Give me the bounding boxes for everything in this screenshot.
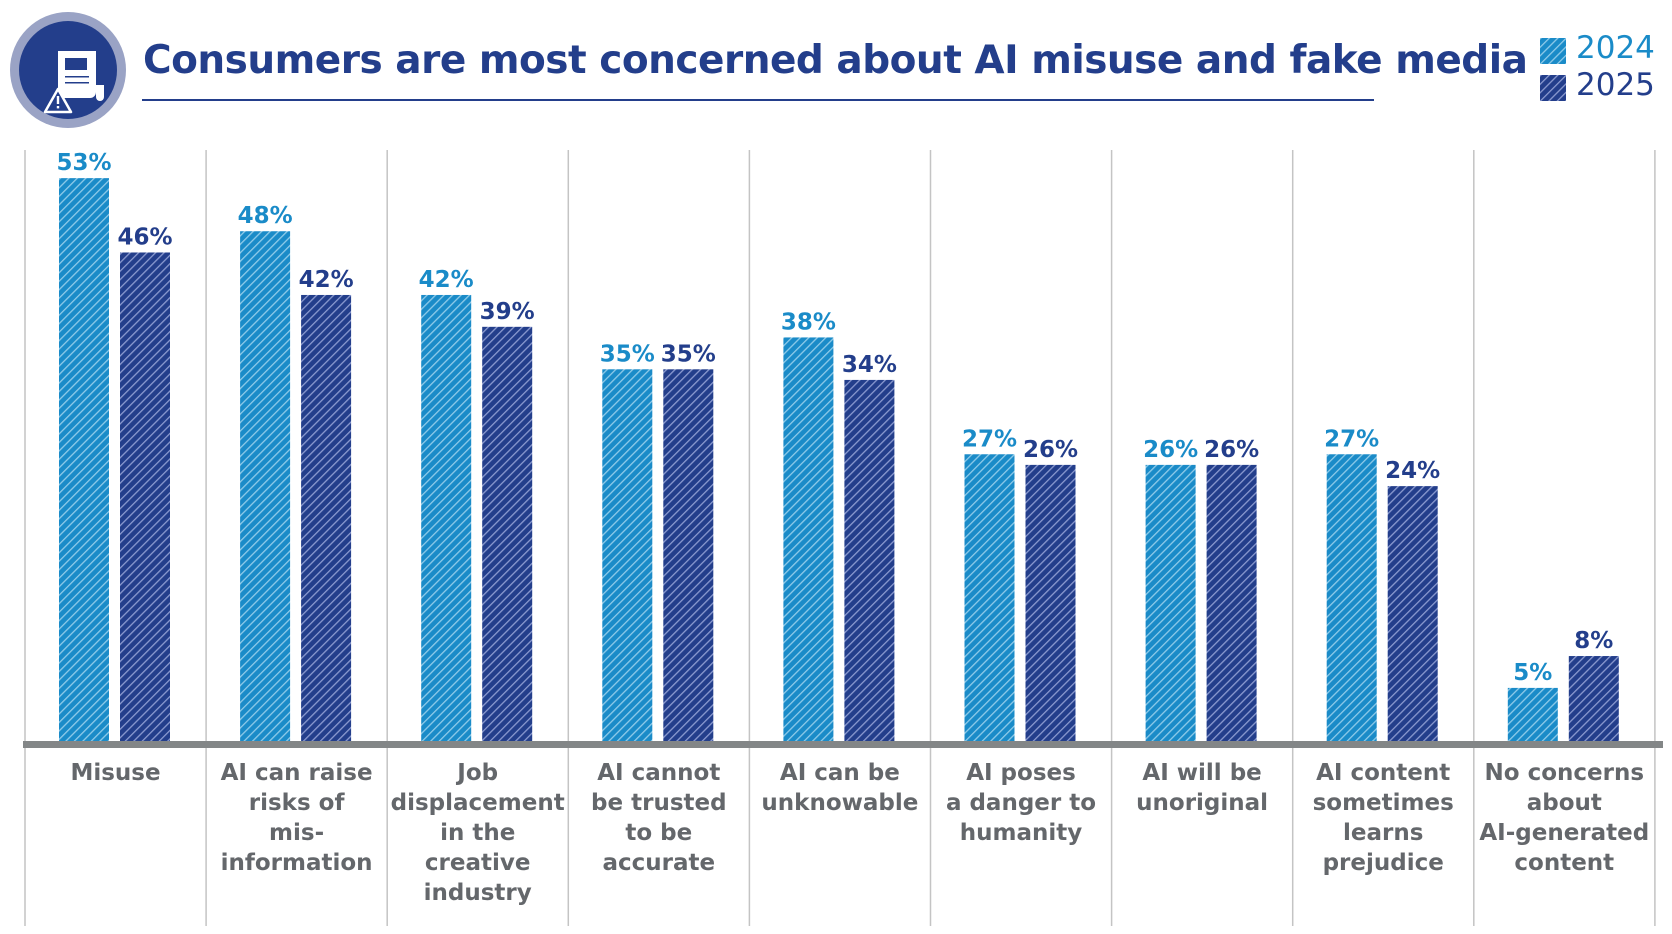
value-label-2024: 42%: [419, 267, 474, 293]
bar-2024: [421, 294, 472, 741]
legend-label-2024: 2024: [1576, 30, 1655, 66]
value-label-2024: 35%: [600, 341, 655, 367]
value-label-2025: 26%: [1204, 437, 1259, 463]
bar-2025: [301, 294, 352, 741]
bar-2024: [783, 337, 834, 741]
category-label: AI can raise risks of mis- information: [220, 760, 373, 876]
category-label: Misuse: [70, 760, 161, 786]
value-label-2024: 48%: [238, 203, 293, 229]
bar-2025: [1206, 464, 1257, 741]
value-label-2025: 8%: [1574, 628, 1613, 654]
value-label-2025: 24%: [1385, 458, 1440, 484]
value-label-2024: 27%: [962, 426, 1017, 452]
bar-2024: [59, 178, 109, 741]
category-label: AI content sometimes learns prejudice: [1312, 760, 1454, 876]
value-label-2024: 27%: [1324, 426, 1379, 452]
x-axis-line: [23, 741, 1663, 748]
title-underline: [142, 99, 1374, 101]
value-label-2024: 38%: [781, 309, 836, 335]
bar-2025: [663, 369, 714, 741]
category-label: AI cannot be trusted to be accurate: [591, 760, 727, 876]
bar-2025: [1568, 656, 1619, 741]
value-label-2024: 26%: [1143, 437, 1198, 463]
value-label-2025: 35%: [661, 341, 716, 367]
legend-swatch-2025: [1540, 75, 1566, 101]
value-label-2025: 34%: [842, 352, 897, 378]
bar-2024: [602, 369, 653, 741]
value-label-2025: 26%: [1023, 437, 1078, 463]
category-label: No concerns about AI-generated content: [1479, 760, 1650, 876]
bar-2025: [482, 326, 533, 741]
bar-2024: [1326, 454, 1377, 741]
bar-2024: [1145, 464, 1196, 741]
category-label: AI poses a danger to humanity: [945, 760, 1097, 846]
category-label: Job displacement in the creative industr…: [390, 760, 565, 906]
bar-2025: [1387, 486, 1438, 741]
value-label-2025: 42%: [299, 267, 354, 293]
value-label-2025: 39%: [480, 299, 535, 325]
value-label-2024: 5%: [1513, 660, 1552, 686]
legend-swatch-2024: [1540, 38, 1566, 64]
document-warning-icon: [10, 12, 126, 128]
category-label: AI can be unknowable: [761, 760, 919, 816]
bar-2025: [844, 379, 895, 741]
value-label-2025: 46%: [117, 224, 172, 250]
bar-2024: [240, 231, 291, 742]
bar-2024: [964, 454, 1015, 741]
bar-2024: [1507, 687, 1558, 741]
legend-label-2025: 2025: [1576, 67, 1655, 103]
bar-2025: [1025, 464, 1076, 741]
chart-title: Consumers are most concerned about AI mi…: [143, 38, 1528, 83]
category-label: AI will be unoriginal: [1136, 760, 1269, 816]
value-label-2024: 53%: [56, 150, 111, 176]
bar-2025: [120, 252, 170, 742]
